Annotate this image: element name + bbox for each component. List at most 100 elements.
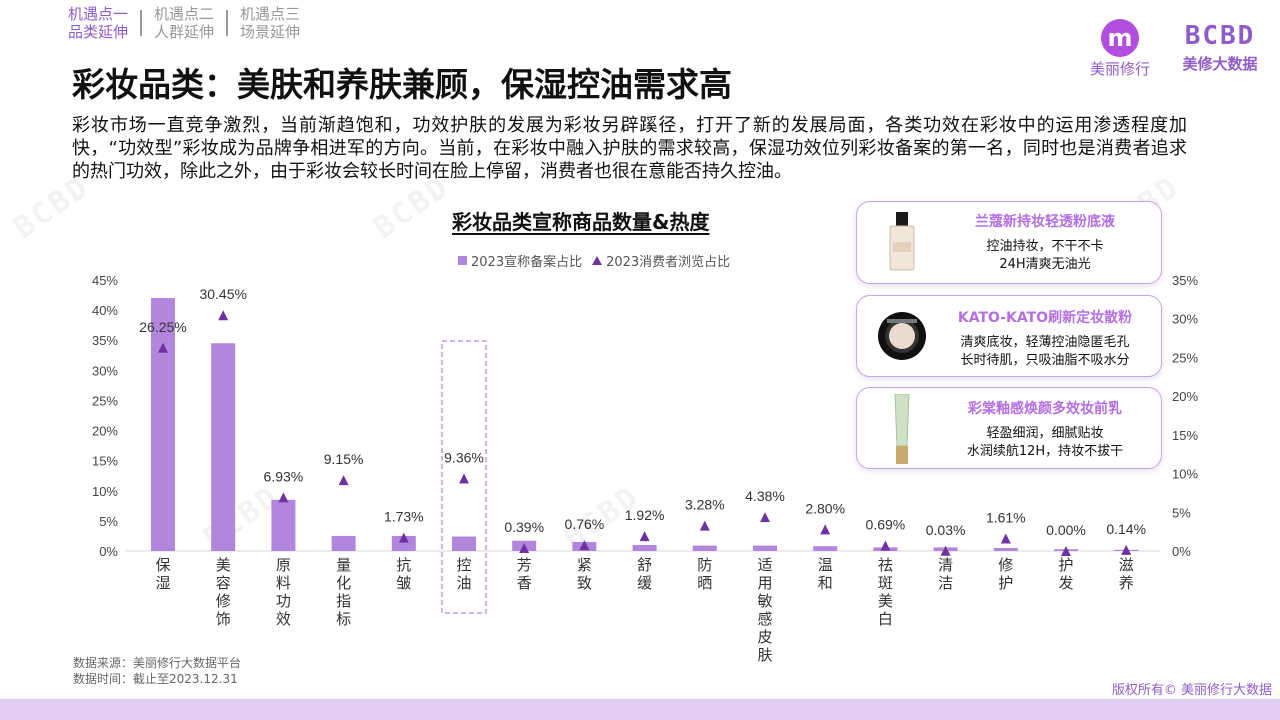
x-tick-label: 致: [577, 574, 592, 592]
x-tick-label: 效: [276, 610, 291, 628]
y-right-tick-label: 25%: [1172, 350, 1198, 365]
y-right-tick-label: 35%: [1172, 273, 1198, 288]
y-right-tick-label: 0%: [1172, 544, 1191, 559]
chart-title: 彩妆品类宣称商品数量&热度: [452, 210, 710, 234]
y-right-tick-label: 5%: [1172, 505, 1191, 520]
bar: [151, 298, 175, 551]
data-label: 0.69%: [866, 517, 906, 533]
data-label: 0.14%: [1106, 521, 1146, 537]
product-desc-line2: 24H清爽无油光: [999, 257, 1091, 272]
x-tick-label: 防: [697, 556, 712, 574]
bar: [391, 535, 416, 551]
chart-legend: 2023宣称备案占比 2023消费者浏览占比: [458, 251, 730, 270]
bar: [331, 535, 356, 551]
y-right-tick-label: 20%: [1172, 389, 1198, 404]
product-card-1[interactable]: 兰蔻新持妆轻透粉底液 控油持妆，不干不卡 24H清爽无油光: [856, 201, 1162, 284]
nav-item-opportunity-3[interactable]: 机遇点三 场景延伸: [228, 5, 312, 41]
nav-item-line1: 机遇点二: [154, 5, 215, 23]
x-tick-label: 香: [517, 574, 532, 592]
x-tick-label: 功: [276, 592, 291, 610]
y-left-tick-label: 45%: [92, 273, 118, 288]
x-tick-label: 抗: [396, 556, 411, 574]
x-tick-label: 和: [818, 574, 833, 592]
nav-item-line2: 人群延伸: [154, 23, 215, 41]
page-title: 彩妆品类：美肤和养肤兼顾，保湿控油需求高: [72, 65, 732, 104]
product-desc-line1: 轻盈细润，细腻贴妆: [986, 426, 1104, 441]
x-tick-label: 缓: [637, 574, 652, 592]
x-tick-label: 容: [216, 574, 231, 592]
x-tick-label: 修: [998, 556, 1013, 574]
legend-triangle-swatch: [592, 256, 603, 265]
legend-bar-swatch: [458, 256, 467, 265]
x-tick-label: 斑: [878, 574, 893, 592]
bottom-bar: [0, 699, 1280, 720]
data-label: 2.80%: [805, 500, 845, 516]
y-right-tick-label: 15%: [1172, 428, 1198, 443]
y-left-tick-label: 0%: [99, 544, 118, 559]
bar: [692, 545, 717, 551]
product-desc-line2: 长时待肌，只吸油脂不吸水分: [960, 353, 1130, 368]
x-tick-label: 适: [757, 556, 772, 574]
x-tick-label: 发: [1058, 574, 1073, 592]
nav-item-opportunity-1[interactable]: 机遇点一 品类延伸: [68, 5, 140, 41]
nav-separator: [226, 10, 229, 36]
bar: [452, 536, 476, 551]
triangle-marker: [1121, 544, 1132, 555]
data-source-note: 数据来源：美丽修行大数据平台 数据时间：截止至2023.12.31: [73, 655, 241, 687]
x-tick-label: 原: [276, 556, 291, 574]
nav-item-line1: 机遇点三: [240, 5, 301, 23]
data-source: 数据来源：美丽修行大数据平台: [73, 656, 242, 670]
x-tick-label: 皮: [757, 628, 772, 646]
x-tick-label: 量: [336, 556, 351, 574]
x-tick-label: 晒: [697, 574, 712, 592]
brand-m-icon: m: [1101, 19, 1139, 57]
x-tick-label: 美: [216, 556, 231, 574]
x-tick-label: 感: [757, 610, 772, 628]
product-card-3[interactable]: 彩棠釉感焕颜多效妆前乳 轻盈细润，细腻贴妆 水润续航12H，持妆不拔干: [856, 387, 1162, 469]
data-label: 1.73%: [384, 509, 424, 525]
x-tick-label: 皱: [396, 574, 411, 592]
highlight-box: [441, 340, 487, 614]
product-desc-line1: 控油持妆，不干不卡: [986, 239, 1104, 254]
y-left-tick-label: 10%: [92, 484, 118, 499]
brand1-name: 美丽修行: [1089, 60, 1150, 78]
y-left-tick-label: 35%: [92, 333, 118, 348]
product-name: 兰蔻新持妆轻透粉底液: [975, 214, 1115, 230]
y-right-tick-label: 30%: [1172, 312, 1198, 327]
y-left-tick-label: 15%: [92, 454, 118, 469]
x-tick-label: 保: [155, 556, 170, 574]
bar: [211, 343, 236, 551]
x-tick-label: 料: [276, 574, 291, 592]
data-label: 3.28%: [685, 497, 725, 513]
triangle-marker: [760, 512, 770, 523]
nav-item-opportunity-2[interactable]: 机遇点二 人群延伸: [142, 5, 226, 41]
data-label: 9.36%: [444, 450, 484, 466]
y-left-tick-label: 25%: [92, 393, 118, 408]
x-tick-label: 控: [456, 556, 471, 574]
x-tick-label: 清: [938, 556, 953, 574]
triangle-marker: [338, 475, 349, 486]
product-name: KATO-KATO刷新定妆散粉: [957, 310, 1133, 326]
nav-item-line2: 场景延伸: [240, 23, 301, 41]
data-label: 6.93%: [264, 468, 304, 484]
y-left-tick-label: 40%: [92, 303, 118, 318]
x-tick-label: 用: [757, 574, 772, 592]
x-tick-label: 化: [336, 574, 351, 592]
x-tick-label: 指: [336, 592, 351, 610]
data-label: 4.38%: [745, 488, 785, 504]
x-tick-label: 护: [998, 574, 1013, 592]
x-tick-label: 肤: [757, 646, 772, 664]
triangle-marker: [1000, 533, 1011, 544]
bar: [632, 544, 657, 551]
loose-powder-compact-icon: [878, 312, 926, 360]
y-left-tick-label: 30%: [92, 363, 118, 378]
data-label: 0.39%: [504, 519, 544, 535]
triangle-marker: [519, 542, 530, 553]
product-card-2[interactable]: KATO-KATO刷新定妆散粉 清爽底妆，轻薄控油隐匿毛孔 长时待肌，只吸油脂不…: [856, 295, 1162, 377]
x-tick-label: 祛: [878, 556, 893, 574]
data-label: 0.03%: [926, 522, 966, 538]
triangle-marker: [820, 524, 831, 535]
meili-xiuxing-logo: m 美丽修行: [1084, 19, 1156, 79]
triangle-marker: [459, 473, 469, 484]
